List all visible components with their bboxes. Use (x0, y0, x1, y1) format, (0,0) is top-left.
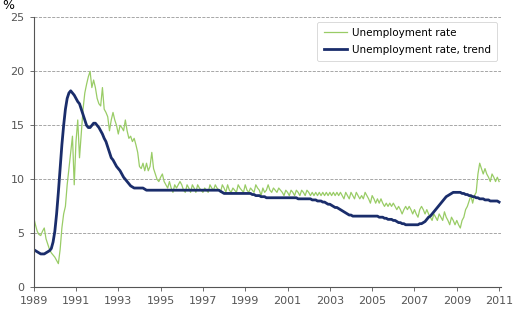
Unemployment rate, trend (239, 192, 245, 195)
Unemployment rate, trend (466, 194, 472, 197)
Y-axis label: %: % (2, 0, 14, 12)
Unemployment rate (87, 70, 93, 73)
Unemployment rate, trend (31, 248, 37, 251)
Line: Unemployment rate: Unemployment rate (34, 71, 499, 264)
Line: Unemployment rate, trend: Unemployment rate, trend (34, 91, 499, 254)
Unemployment rate (239, 188, 245, 192)
Unemployment rate, trend (37, 252, 44, 256)
Unemployment rate (318, 194, 324, 197)
Legend: Unemployment rate, Unemployment rate, trend: Unemployment rate, Unemployment rate, tr… (318, 22, 497, 61)
Unemployment rate (466, 199, 472, 203)
Unemployment rate, trend (388, 217, 394, 221)
Unemployment rate (388, 205, 394, 208)
Unemployment rate, trend (221, 192, 227, 195)
Unemployment rate (496, 180, 502, 183)
Unemployment rate, trend (471, 195, 477, 198)
Unemployment rate, trend (318, 199, 324, 203)
Unemployment rate (221, 186, 227, 190)
Unemployment rate, trend (67, 89, 74, 93)
Unemployment rate (55, 262, 61, 266)
Unemployment rate (471, 194, 477, 197)
Unemployment rate (31, 215, 37, 219)
Unemployment rate, trend (496, 200, 502, 204)
